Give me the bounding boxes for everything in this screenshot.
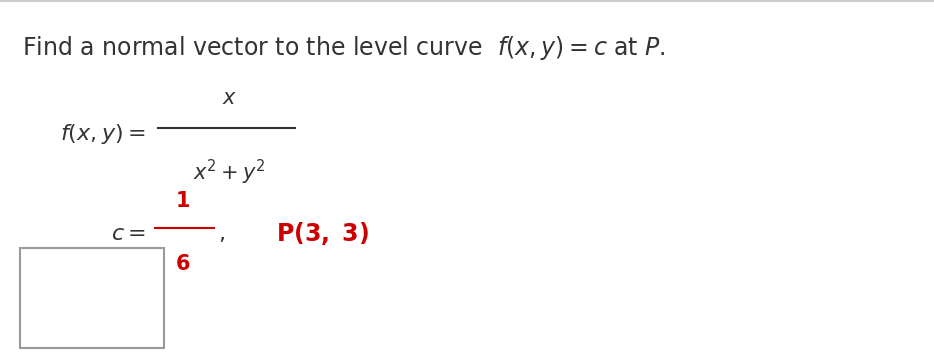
Text: $\mathbf{6}$: $\mathbf{6}$: [176, 254, 191, 274]
Text: Find a normal vector to the level curve  $f(x, y) = c$ at $P$.: Find a normal vector to the level curve …: [21, 33, 666, 62]
Text: $x^2 + y^2$: $x^2 + y^2$: [193, 158, 266, 188]
Text: $\mathbf{P(3,\ 3)}$: $\mathbf{P(3,\ 3)}$: [276, 220, 369, 247]
FancyBboxPatch shape: [20, 248, 164, 348]
Text: $f(x, y) = $: $f(x, y) = $: [60, 122, 146, 145]
Text: $c = $: $c = $: [111, 224, 146, 244]
Text: $\mathbf{1}$: $\mathbf{1}$: [176, 192, 191, 211]
Text: $x$: $x$: [222, 88, 237, 108]
Text: $,$: $,$: [219, 224, 225, 244]
